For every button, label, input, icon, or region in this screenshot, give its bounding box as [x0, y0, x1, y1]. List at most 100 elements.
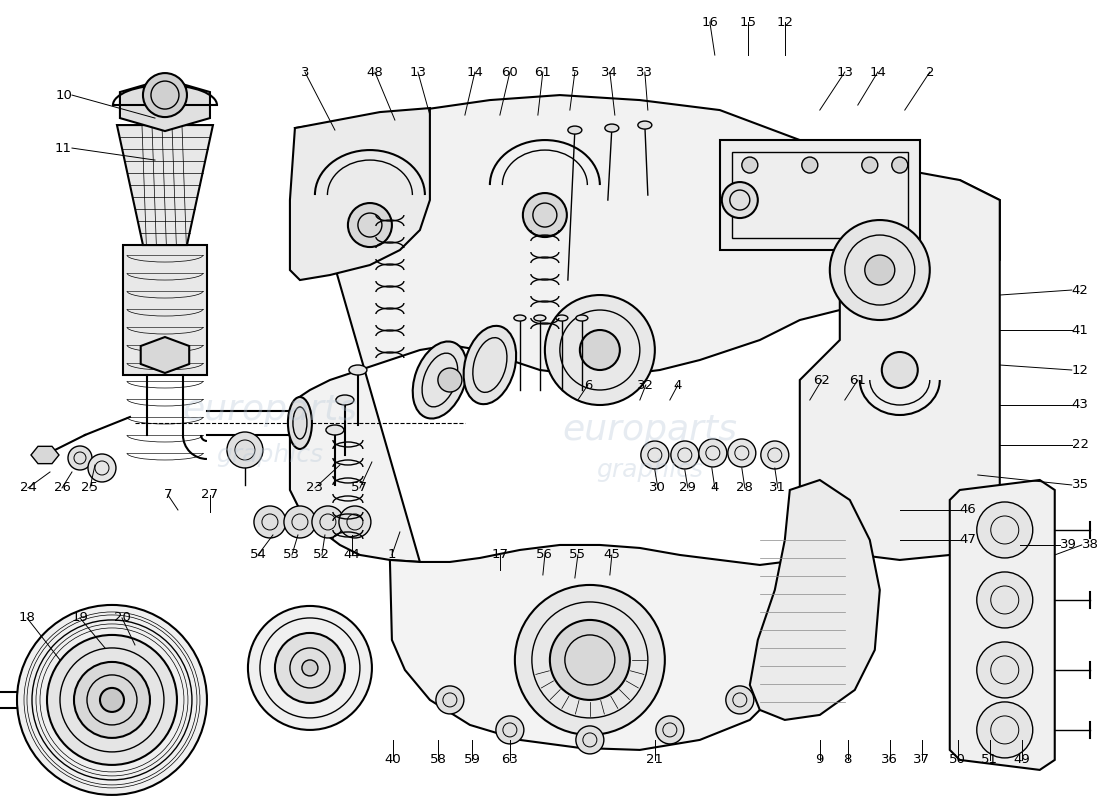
Circle shape — [438, 368, 462, 392]
Ellipse shape — [638, 121, 652, 129]
Text: 27: 27 — [201, 489, 219, 502]
Text: 60: 60 — [502, 66, 518, 78]
Ellipse shape — [463, 326, 516, 404]
Circle shape — [726, 686, 754, 714]
Text: 40: 40 — [385, 754, 402, 766]
Circle shape — [741, 157, 758, 173]
Text: 14: 14 — [869, 66, 887, 78]
Circle shape — [544, 295, 654, 405]
Ellipse shape — [576, 315, 587, 321]
Text: 43: 43 — [1071, 398, 1089, 411]
Circle shape — [671, 441, 698, 469]
Polygon shape — [290, 108, 430, 280]
Text: 22: 22 — [1071, 438, 1089, 451]
Text: 55: 55 — [570, 549, 586, 562]
Text: 18: 18 — [19, 611, 35, 625]
Text: 56: 56 — [537, 549, 553, 562]
Text: 16: 16 — [702, 15, 718, 29]
Text: 38: 38 — [1081, 538, 1099, 551]
Text: 42: 42 — [1071, 283, 1089, 297]
Text: graphics: graphics — [217, 443, 323, 467]
Text: 12: 12 — [1071, 363, 1089, 377]
Text: 61: 61 — [535, 66, 551, 78]
Text: 58: 58 — [429, 754, 447, 766]
Circle shape — [576, 726, 604, 754]
Polygon shape — [120, 79, 210, 131]
Circle shape — [74, 662, 150, 738]
Text: 23: 23 — [307, 482, 323, 494]
Polygon shape — [117, 125, 213, 245]
Circle shape — [861, 157, 878, 173]
Polygon shape — [800, 158, 1000, 560]
Ellipse shape — [349, 365, 367, 375]
Polygon shape — [141, 337, 189, 373]
Text: 36: 36 — [881, 754, 899, 766]
Text: 17: 17 — [492, 549, 508, 562]
Circle shape — [284, 506, 316, 538]
Ellipse shape — [326, 425, 344, 435]
Circle shape — [436, 686, 464, 714]
Text: graphics: graphics — [596, 458, 703, 482]
Circle shape — [248, 606, 372, 730]
Text: 20: 20 — [113, 611, 131, 625]
Circle shape — [312, 506, 344, 538]
Text: 21: 21 — [647, 754, 663, 766]
Circle shape — [802, 157, 817, 173]
Ellipse shape — [514, 315, 526, 321]
Text: europarts: europarts — [562, 413, 737, 447]
Polygon shape — [31, 446, 59, 464]
Circle shape — [348, 203, 392, 247]
Circle shape — [16, 605, 207, 795]
Text: 48: 48 — [366, 66, 383, 78]
Polygon shape — [290, 95, 1000, 562]
Circle shape — [339, 506, 371, 538]
Circle shape — [143, 73, 187, 117]
Text: 37: 37 — [913, 754, 931, 766]
Ellipse shape — [288, 397, 312, 449]
Polygon shape — [750, 480, 880, 720]
Polygon shape — [389, 545, 800, 750]
Circle shape — [977, 642, 1033, 698]
Text: 61: 61 — [849, 374, 866, 386]
Text: 52: 52 — [314, 549, 330, 562]
Circle shape — [641, 441, 669, 469]
Circle shape — [301, 660, 318, 676]
Text: 53: 53 — [284, 549, 300, 562]
Text: europarts: europarts — [183, 393, 358, 427]
Text: 12: 12 — [777, 15, 793, 29]
Text: 35: 35 — [1071, 478, 1089, 491]
Text: 4: 4 — [673, 378, 682, 391]
Text: 31: 31 — [769, 482, 786, 494]
Text: 13: 13 — [836, 66, 854, 78]
Text: 39: 39 — [1059, 538, 1077, 551]
Text: 59: 59 — [463, 754, 481, 766]
Circle shape — [865, 255, 894, 285]
Text: 54: 54 — [250, 549, 266, 562]
Text: 41: 41 — [1071, 323, 1089, 337]
Circle shape — [100, 688, 124, 712]
Text: 57: 57 — [351, 482, 369, 494]
Text: 63: 63 — [502, 754, 518, 766]
Bar — [719, 140, 920, 250]
Text: 34: 34 — [602, 66, 618, 78]
Ellipse shape — [412, 342, 468, 418]
Text: 25: 25 — [81, 482, 99, 494]
Text: 29: 29 — [680, 482, 696, 494]
Text: 5: 5 — [571, 66, 579, 78]
Text: 28: 28 — [736, 482, 754, 494]
Text: 13: 13 — [409, 66, 427, 78]
Text: 46: 46 — [960, 503, 977, 517]
Bar — [732, 152, 907, 238]
Text: 7: 7 — [164, 489, 173, 502]
Text: 24: 24 — [20, 482, 36, 494]
Circle shape — [761, 441, 789, 469]
Text: 19: 19 — [72, 611, 88, 625]
Text: 4: 4 — [711, 482, 719, 494]
Bar — [123, 245, 207, 375]
Circle shape — [227, 432, 263, 468]
Circle shape — [728, 439, 756, 467]
Circle shape — [550, 620, 630, 700]
Circle shape — [522, 193, 566, 237]
Text: 44: 44 — [343, 549, 361, 562]
Circle shape — [722, 182, 758, 218]
